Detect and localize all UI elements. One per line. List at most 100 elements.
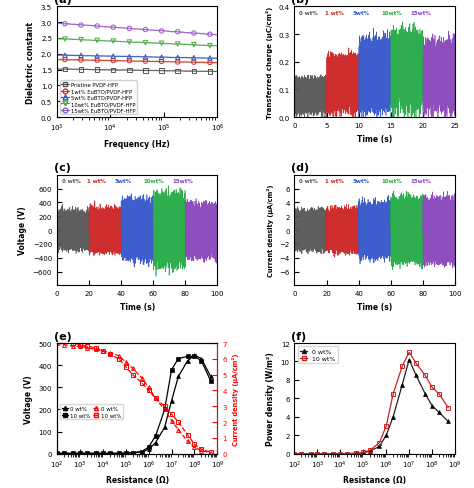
Point [77,52,85,60]
10 wt% [70,341,76,346]
Point [174,54,182,62]
10 wt% [123,364,128,370]
10 wt% [77,342,82,348]
0 wt% [146,447,152,452]
Y-axis label: Transferred charge (μC/cm²): Transferred charge (μC/cm²) [266,6,273,119]
10 wt% [54,337,60,343]
Point [190,30,198,38]
10 wt% [169,367,174,373]
Text: 10wt%: 10wt% [381,179,402,183]
10 wt% [445,405,451,411]
Point [142,67,149,75]
Point [158,28,165,36]
0 wt% [367,448,373,454]
Point [126,58,133,65]
10 wt% [84,450,90,456]
Point [174,41,182,49]
Point [142,40,149,47]
10 wt% [162,407,167,412]
10 wt% [139,448,145,454]
10 wt% [176,356,182,362]
Point [126,54,133,61]
Point [206,68,214,76]
0 wt% [54,341,60,346]
10 wt% [354,450,359,456]
0 wt% [162,407,167,412]
Point [93,66,101,74]
10 wt% [54,450,60,456]
Y-axis label: Current density (μA/cm²): Current density (μA/cm²) [267,184,273,277]
Point [158,40,165,48]
10 wt% [191,354,197,360]
Point [174,68,182,76]
0 wt% [93,346,99,352]
0 wt% [70,450,76,456]
0 wt% [130,450,136,456]
Text: (f): (f) [292,331,307,341]
10 wt% [162,404,167,409]
Point [61,57,69,64]
0 wt% [185,358,191,364]
0 wt% [84,450,90,456]
Text: 0 wt%: 0 wt% [299,11,318,16]
10 wt% [383,423,389,429]
10 wt% [360,449,366,455]
0 wt% [107,350,112,356]
0 wt% [169,398,174,404]
Text: 1 wt%: 1 wt% [87,179,106,183]
0 wt% [123,359,128,365]
Text: 1 wt%: 1 wt% [325,179,344,183]
Y-axis label: Power density (W/m²): Power density (W/m²) [266,352,275,446]
Text: 1 wt%: 1 wt% [325,11,344,16]
10 wt% [116,356,122,362]
Y-axis label: Current density (μA/cm²): Current density (μA/cm²) [232,352,239,445]
10 wt% [199,358,204,364]
10 wt% [413,361,419,366]
Point [77,37,85,44]
X-axis label: Time (s): Time (s) [357,302,392,311]
0 wt% [153,440,158,446]
10 wt% [422,373,428,379]
Point [158,54,165,62]
Point [206,60,214,67]
0 wt% [445,419,451,425]
Point [109,38,117,46]
10 wt% [70,450,76,456]
10 wt% [61,339,67,345]
10 wt% [107,351,112,357]
0 wt% [299,451,304,457]
Point [126,39,133,47]
0 wt% [77,450,82,456]
10 wt% [130,450,136,456]
Point [109,53,117,61]
Point [206,55,214,63]
X-axis label: Frequency (Hz): Frequency (Hz) [104,140,170,148]
10 wt% [367,447,373,453]
0 wt% [100,450,106,456]
10 wt% [315,451,320,457]
Text: 5wt%: 5wt% [352,11,369,16]
10 wt% [146,444,152,450]
0 wt% [422,391,428,397]
0 wt% [413,373,419,379]
Line: 0 wt%: 0 wt% [55,353,212,455]
10 wt% [130,372,136,378]
10 wt% [100,450,106,456]
Text: 0 wt%: 0 wt% [299,179,318,183]
0 wt% [429,403,435,409]
0 wt% [107,450,112,456]
Y-axis label: Voltage (V): Voltage (V) [24,374,33,423]
0 wt% [376,444,382,449]
10 wt% [146,388,152,394]
0 wt% [191,445,197,450]
0 wt% [139,375,145,381]
0 wt% [169,418,174,424]
Text: 10wt%: 10wt% [381,11,402,16]
Point [142,58,149,66]
10 wt% [107,450,112,456]
0 wt% [330,451,336,457]
0 wt% [199,356,204,362]
10 wt% [406,349,412,355]
Point [142,27,149,35]
10 wt% [208,378,213,384]
